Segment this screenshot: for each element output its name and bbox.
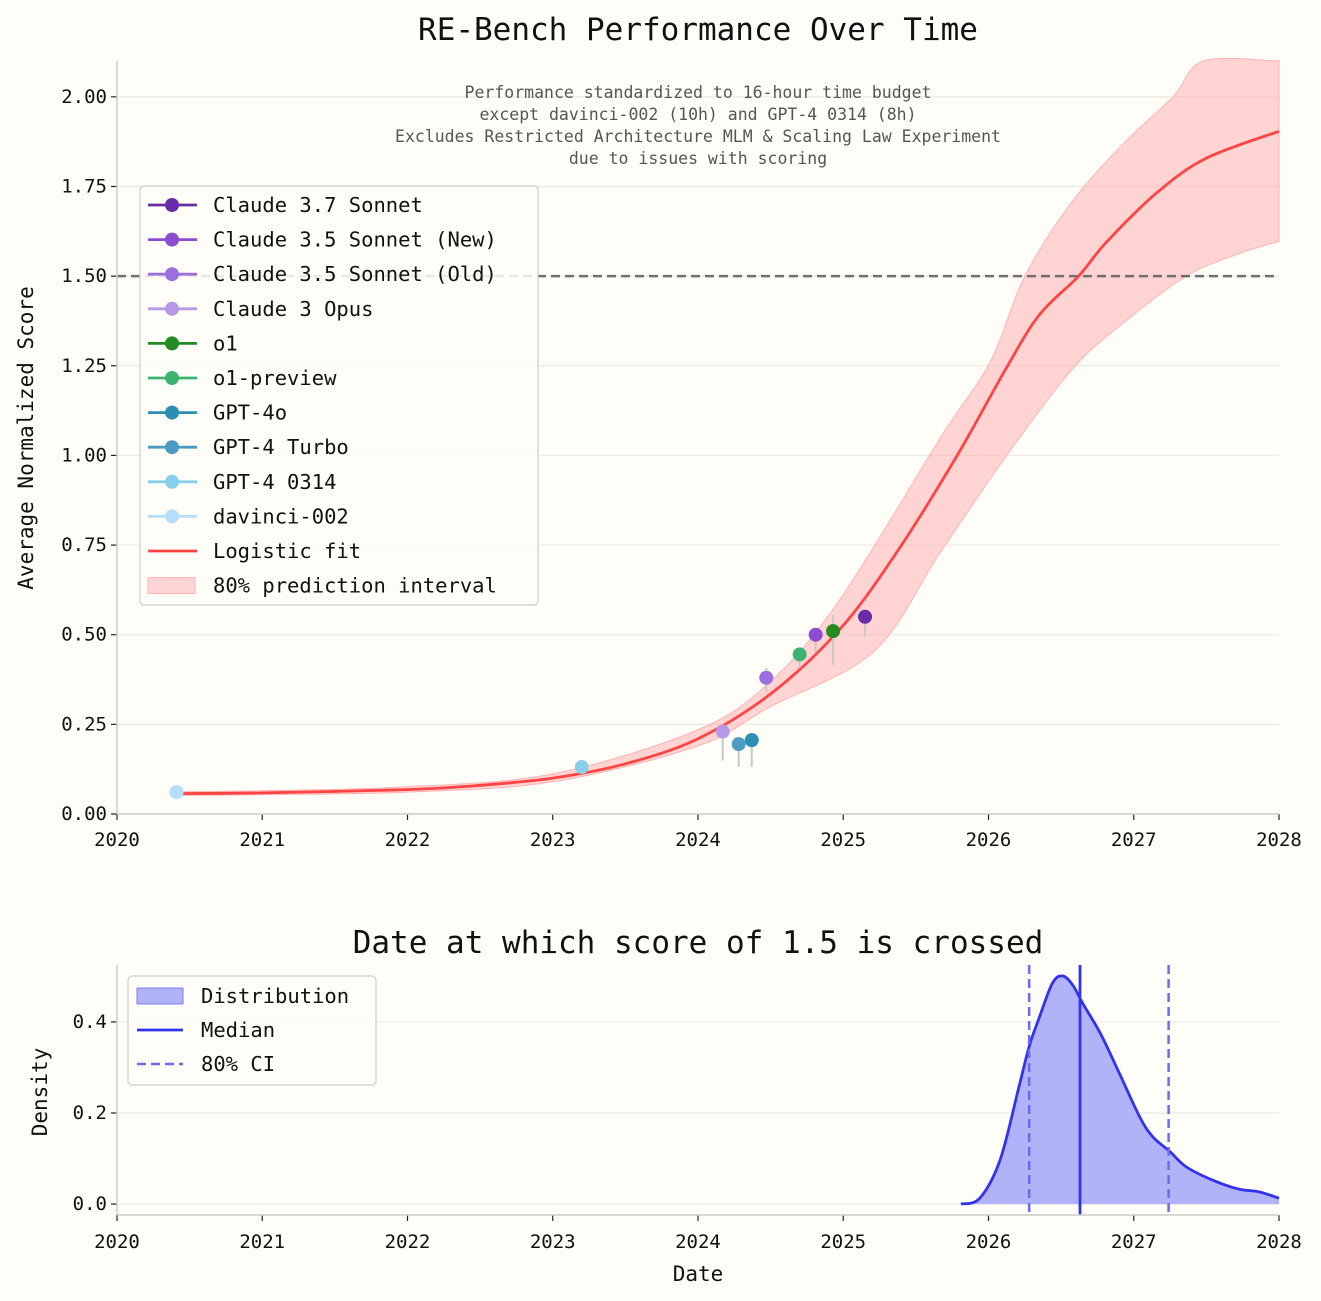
data-point <box>826 624 841 639</box>
legend-label: Claude 3.7 Sonnet <box>213 193 423 217</box>
legend-label: GPT-4 Turbo <box>213 435 349 459</box>
x-tick-label: 2020 <box>94 1231 140 1253</box>
top-chart-title: RE-Bench Performance Over Time <box>418 12 978 48</box>
legend-label: 80% CI <box>201 1052 275 1076</box>
legend-label: Median <box>201 1018 275 1042</box>
data-point <box>731 737 746 752</box>
legend-label: Distribution <box>201 984 349 1008</box>
legend-label: GPT-4 0314 <box>213 470 336 494</box>
annotation-line: Performance standardized to 16-hour time… <box>465 83 932 102</box>
y-tick-label: 0.2 <box>73 1102 107 1124</box>
legend-swatch-marker <box>165 405 179 420</box>
x-tick-label: 2027 <box>1111 829 1157 851</box>
data-point <box>808 627 823 642</box>
annotation-line: Excludes Restricted Architecture MLM & S… <box>395 127 1001 146</box>
y-tick-label: 0.4 <box>73 1011 107 1033</box>
legend-frame <box>139 185 539 606</box>
x-tick-label: 2027 <box>1111 1231 1157 1253</box>
bottom-y-axis-label: Density <box>28 1048 52 1137</box>
y-tick-label: 1.00 <box>61 444 107 466</box>
data-point <box>715 724 730 739</box>
top-y-axis-label: Average Normalized Score <box>14 286 38 589</box>
distribution-line <box>960 974 1280 1206</box>
prediction-interval-band <box>174 57 1280 796</box>
x-tick-label: 2026 <box>966 1231 1012 1253</box>
data-point <box>858 609 873 624</box>
x-tick-label: 2028 <box>1256 1231 1302 1253</box>
legend-swatch-marker <box>165 440 179 455</box>
distribution-area <box>960 975 1279 1205</box>
x-tick-label: 2025 <box>820 829 866 851</box>
top-axes: 0.00 0.25 0.50 0.75 1.00 1.25 1.50 1.75 2.00 2020… <box>61 61 1302 851</box>
legend-swatch-marker <box>165 198 179 212</box>
y-tick-label: 0.50 <box>61 624 107 646</box>
bottom-x-axis-label: Date <box>673 1262 724 1286</box>
x-tick-label: 2028 <box>1256 829 1302 851</box>
annotation-line: due to issues with scoring <box>569 149 827 168</box>
y-tick-label: 0.00 <box>61 803 107 825</box>
y-tick-label: 0.75 <box>61 534 107 556</box>
x-tick-label: 2020 <box>94 829 140 851</box>
legend-label: davinci-002 <box>213 504 349 528</box>
data-point <box>574 760 589 775</box>
x-tick-label: 2026 <box>966 829 1012 851</box>
x-tick-label: 2023 <box>530 1231 576 1253</box>
data-points <box>169 609 873 800</box>
legend-label: o1 <box>213 331 238 355</box>
bottom-chart-title: Date at which score of 1.5 is crossed <box>353 925 1044 961</box>
y-tick-label: 1.50 <box>61 265 107 287</box>
legend-label: GPT-4o <box>213 401 287 425</box>
legend-swatch-marker <box>165 371 179 385</box>
legend-swatch-interval <box>147 577 196 595</box>
data-point <box>792 647 807 662</box>
bottom-legend: Distribution Median 80% CI <box>127 975 377 1086</box>
x-tick-label: 2021 <box>239 1231 285 1253</box>
data-point <box>169 785 184 800</box>
legend-swatch-marker <box>165 267 179 282</box>
logistic-fit-line <box>175 129 1280 795</box>
annotation: Performance standardized to 16-hour time… <box>395 83 1001 168</box>
y-tick-label: 1.25 <box>61 355 107 377</box>
legend-swatch-marker <box>165 301 179 316</box>
y-tick-label: 2.00 <box>61 86 107 108</box>
legend-swatch-marker <box>165 474 179 489</box>
bottom-axes: 0.0 0.2 0.4 2020 2021 2022 2023 2024 2025 2026 202… <box>73 965 1302 1253</box>
legend-label: 80% prediction interval <box>213 574 497 598</box>
annotation-line: except davinci-002 (10h) and GPT-4 0314 … <box>479 105 916 124</box>
y-tick-label: 0.0 <box>73 1193 107 1215</box>
data-point <box>744 733 759 748</box>
x-tick-label: 2023 <box>530 829 576 851</box>
x-tick-label: 2024 <box>675 1231 721 1253</box>
y-tick-label: 1.75 <box>61 176 107 198</box>
x-tick-label: 2025 <box>820 1231 866 1253</box>
legend-label: Claude 3.5 Sonnet (New) <box>213 228 497 252</box>
legend-label: Logistic fit <box>213 539 361 563</box>
legend-frame <box>127 975 377 1086</box>
legend-label: Claude 3.5 Sonnet (Old) <box>213 262 497 286</box>
x-tick-label: 2022 <box>385 829 431 851</box>
legend-swatch-marker <box>165 232 179 247</box>
y-tick-label: 0.25 <box>61 713 107 735</box>
legend-swatch-distribution <box>136 987 184 1005</box>
legend-swatch-marker <box>165 336 179 351</box>
x-tick-label: 2024 <box>675 829 721 851</box>
top-legend: Claude 3.7 Sonnet Claude 3.5 Sonnet (New)… <box>139 185 539 606</box>
data-point <box>759 670 774 685</box>
legend-label: o1-preview <box>213 366 337 390</box>
legend-swatch-marker <box>165 509 179 524</box>
x-tick-label: 2021 <box>239 829 285 851</box>
x-tick-label: 2022 <box>385 1231 431 1253</box>
legend-label: Claude 3 Opus <box>213 297 373 321</box>
